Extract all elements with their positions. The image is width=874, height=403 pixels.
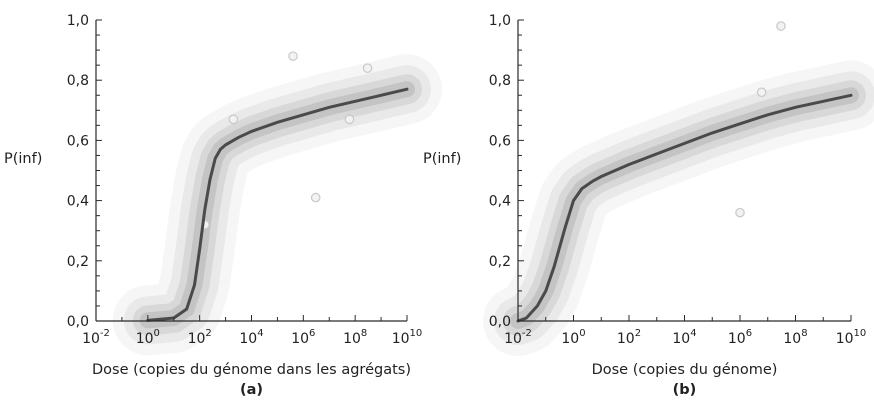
chart-b-band-layer bbox=[494, 71, 874, 345]
y-tick-label-b-3: 0,6 bbox=[489, 133, 511, 149]
data-point-a-4 bbox=[344, 114, 355, 125]
y-axis-title-a: P(inf) bbox=[4, 151, 42, 167]
y-tick-label-a-1: 0,2 bbox=[67, 254, 89, 270]
x-tick-label-a-4: 106 bbox=[291, 328, 315, 347]
chart-b-svg: 10-2 100 102 104 106 108 1010 0,0 0,2 0,4 0,6 0,8 1,… bbox=[423, 13, 874, 398]
x-axis-title-b: Dose (copies du génome) bbox=[592, 362, 778, 378]
y-tick-label-b-5: 1,0 bbox=[489, 13, 511, 29]
y-tick-label-b-1: 0,2 bbox=[489, 254, 511, 270]
x-tick-label-b-3: 104 bbox=[672, 328, 696, 347]
x-axis-title-a: Dose (copies du génome dans les agrégats… bbox=[92, 362, 411, 378]
y-tick-label-a-0: 0,0 bbox=[67, 314, 89, 330]
fit-curve-a bbox=[146, 87, 409, 322]
y-tick-label-a-3: 0,6 bbox=[67, 133, 89, 149]
chart-b-axes-layer bbox=[517, 19, 852, 322]
y-tick-label-b-2: 0,4 bbox=[489, 194, 511, 210]
data-point-b-0 bbox=[735, 207, 745, 218]
data-point-a-5 bbox=[362, 63, 373, 73]
chart-a-svg: 10-2 100 102 104 106 108 1010 0,0 0,2 0,4 0,6 0,8 1,… bbox=[4, 13, 431, 398]
y-tick-label-a-2: 0,4 bbox=[67, 194, 89, 210]
data-point-a-3 bbox=[310, 192, 321, 203]
data-point-b-1 bbox=[756, 87, 767, 98]
y-tick-label-a-4: 0,8 bbox=[67, 73, 89, 89]
data-point-b-2 bbox=[776, 21, 786, 31]
chart-b-labels-layer: 10-2 100 102 104 106 108 1010 0,0 0,2 0,4 0,6 0,8 1,… bbox=[423, 13, 866, 398]
x-tick-label-a-6: 1010 bbox=[392, 328, 423, 347]
x-tick-label-a-1: 100 bbox=[136, 328, 160, 347]
x-tick-label-b-0: 10-2 bbox=[504, 328, 532, 347]
panel-label-b: (b) bbox=[673, 382, 697, 398]
x-tick-label-b-1: 100 bbox=[561, 328, 585, 347]
y-axis-title-b: P(inf) bbox=[423, 151, 461, 167]
x-tick-label-a-5: 108 bbox=[343, 328, 367, 347]
x-tick-label-a-3: 104 bbox=[239, 328, 263, 347]
chart-b-points-layer bbox=[735, 21, 786, 218]
y-tick-label-b-4: 0,8 bbox=[489, 73, 511, 89]
x-tick-label-b-6: 1010 bbox=[836, 328, 867, 347]
chart-a-labels-layer: 10-2 100 102 104 106 108 1010 0,0 0,2 0,4 0,6 0,8 1,… bbox=[4, 13, 422, 398]
x-tick-label-a-2: 102 bbox=[188, 328, 212, 347]
x-tick-label-a-0: 10-2 bbox=[82, 328, 110, 347]
chart-panel-a: 10-2 100 102 104 106 108 1010 0,0 0,2 0,4 0,6 0,8 1,… bbox=[4, 13, 431, 398]
x-tick-label-b-4: 106 bbox=[728, 328, 752, 347]
chart-a-points-layer bbox=[200, 51, 373, 230]
chart-b-curve-layer bbox=[516, 93, 853, 323]
panel-label-a: (a) bbox=[240, 382, 263, 398]
y-tick-label-b-0: 0,0 bbox=[489, 314, 511, 330]
y-tick-label-a-5: 1,0 bbox=[67, 13, 89, 29]
chart-a-curve-layer bbox=[146, 87, 409, 322]
fit-curve-b bbox=[516, 93, 853, 323]
x-tick-label-b-5: 108 bbox=[783, 328, 807, 347]
chart-a-axes-layer bbox=[95, 19, 408, 322]
chart-panel-b: 10-2 100 102 104 106 108 1010 0,0 0,2 0,4 0,6 0,8 1,… bbox=[423, 0, 874, 403]
data-point-a-2 bbox=[288, 51, 298, 61]
data-point-a-1 bbox=[228, 114, 239, 125]
x-tick-label-b-2: 102 bbox=[617, 328, 641, 347]
